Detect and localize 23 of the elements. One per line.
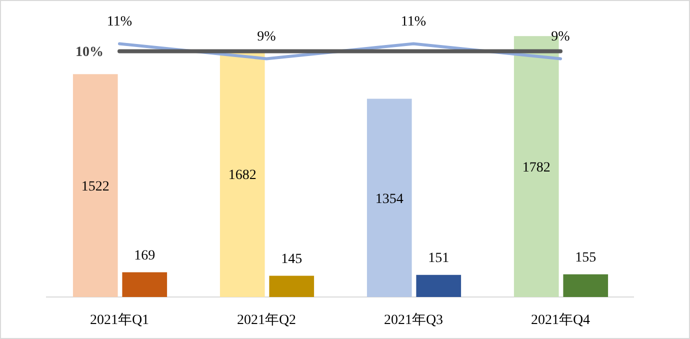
data-label: 169 bbox=[134, 248, 156, 264]
data-label: 1682 bbox=[228, 168, 256, 183]
x-tick-label: 2021年Q3 bbox=[384, 312, 444, 328]
data-label: 145 bbox=[281, 252, 302, 267]
bar bbox=[366, 98, 412, 297]
data-label: 1522 bbox=[81, 180, 110, 195]
data-label: 9% bbox=[257, 30, 276, 45]
data-label: 11% bbox=[400, 14, 426, 30]
bar bbox=[416, 274, 462, 297]
data-label: 155 bbox=[575, 250, 596, 266]
x-tick-label: 2021年Q4 bbox=[530, 312, 590, 328]
bar bbox=[269, 276, 314, 297]
data-label: 11% bbox=[106, 14, 132, 30]
bar bbox=[122, 272, 168, 297]
x-tick-label: 2021年Q2 bbox=[236, 312, 296, 328]
data-label: 10% bbox=[76, 45, 104, 60]
bar bbox=[563, 274, 608, 297]
bar bbox=[72, 74, 118, 297]
data-label: 1354 bbox=[375, 192, 404, 207]
data-label: 1782 bbox=[522, 160, 550, 176]
data-label: 151 bbox=[428, 250, 450, 266]
x-tick-label: 2021年Q1 bbox=[90, 312, 150, 328]
data-label: 9% bbox=[551, 30, 570, 45]
